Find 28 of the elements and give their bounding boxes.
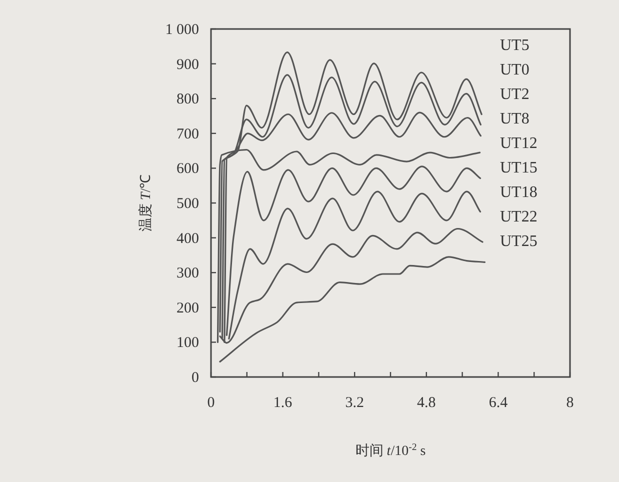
x-axis-title: 时间 t/10$^{-2}$ s	[355, 442, 426, 459]
annotation: UT8	[500, 110, 530, 128]
y-tick-label: 1 000	[165, 22, 199, 38]
annotation: UT5	[500, 37, 530, 54]
y-tick-label: 500	[176, 196, 199, 212]
y-tick-label: 300	[176, 266, 199, 282]
x-tick-label: 0	[207, 395, 215, 411]
annotation: UT22	[500, 208, 538, 226]
y-tick-label: 0	[192, 370, 199, 386]
x-tick-label: 1.6	[273, 395, 293, 411]
y-tick-label: 100	[176, 335, 199, 352]
annotation: UT18	[500, 184, 538, 201]
y-tick-label: 900	[176, 56, 199, 73]
x-tick-label: 6.4	[488, 395, 508, 411]
annotation: UT25	[500, 233, 538, 250]
x-tick-label: 4.8	[417, 395, 436, 411]
annotation: UT15	[500, 160, 538, 176]
y-tick-label: 200	[176, 300, 199, 316]
x-tick-label: 8	[566, 395, 574, 411]
annotation: UT12	[500, 135, 538, 152]
annotation: UT2	[500, 86, 530, 103]
x-tick-label: 3.2	[345, 395, 364, 411]
y-tick-label: 700	[176, 126, 199, 142]
y-axis-title: 温度 T/℃	[138, 174, 154, 232]
y-tick-label: 400	[176, 230, 199, 247]
y-tick-label: 600	[176, 161, 199, 178]
y-tick-label: 800	[176, 92, 199, 108]
annotation: UT0	[500, 62, 530, 78]
